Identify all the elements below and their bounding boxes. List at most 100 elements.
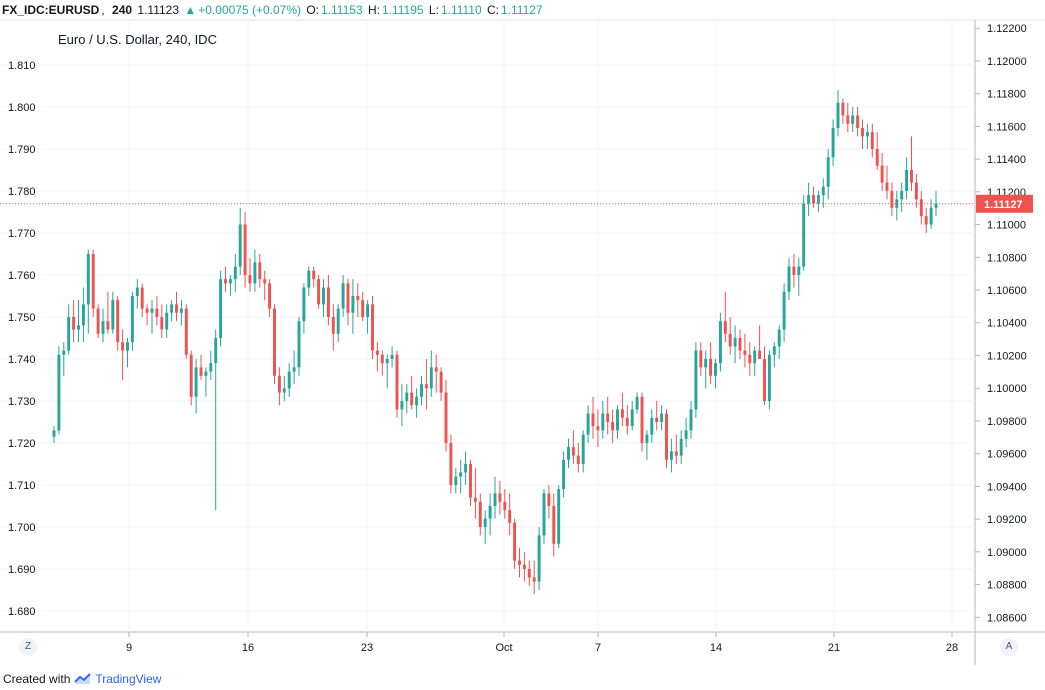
- candle-body: [880, 165, 884, 183]
- candle: [194, 358, 198, 414]
- right-axis-tick-label: 1.09600: [987, 449, 1027, 461]
- candle-body: [111, 300, 115, 330]
- candle: [170, 300, 174, 322]
- candle-body: [273, 308, 276, 376]
- candle: [160, 304, 164, 338]
- interval-label[interactable]: 240: [112, 3, 133, 17]
- candle-body: [797, 266, 801, 275]
- candle-body: [410, 392, 414, 406]
- candle: [787, 258, 791, 301]
- candle: [454, 468, 458, 494]
- right-axis-tick-label: 1.10400: [987, 318, 1027, 330]
- candle-body: [576, 455, 580, 464]
- candle: [816, 190, 820, 212]
- candle: [317, 274, 321, 309]
- candle: [135, 279, 139, 309]
- zoom-reset-button[interactable]: Z: [19, 638, 37, 656]
- candle-body: [728, 333, 732, 347]
- candle-body: [209, 363, 213, 372]
- candle-body: [527, 568, 531, 578]
- candle: [469, 459, 472, 506]
- tradingview-link[interactable]: TradingView: [74, 668, 161, 690]
- current-price-label: 1.11127: [984, 199, 1023, 211]
- candle: [890, 182, 894, 217]
- current-price-marker: 1.11127: [976, 194, 1033, 213]
- symbol-comma: ,: [101, 3, 105, 17]
- candle-body: [469, 463, 472, 498]
- candle-body: [459, 472, 463, 477]
- candle-body: [802, 203, 806, 267]
- candle: [870, 123, 874, 158]
- candle: [772, 342, 776, 368]
- candle: [434, 354, 438, 393]
- candle: [375, 342, 379, 372]
- candle: [273, 304, 276, 385]
- candle-body: [317, 279, 321, 305]
- candle: [346, 279, 350, 326]
- right-price-axis[interactable]: 1.08600 1.08800 1.09000 1.09200 1.09400 1.096…: [975, 23, 1033, 624]
- candle: [929, 199, 933, 229]
- time-axis[interactable]: 9 16 23 Oct 7 14 21 28: [126, 632, 958, 654]
- candle: [400, 384, 404, 427]
- candle-body: [189, 354, 193, 397]
- candle: [684, 417, 688, 448]
- candle-body: [429, 367, 433, 389]
- candle-body: [121, 342, 125, 351]
- candle: [665, 409, 668, 469]
- open-value: 1.11153: [321, 3, 363, 17]
- candle: [199, 354, 203, 380]
- candle-body: [630, 409, 634, 427]
- candle: [733, 325, 737, 364]
- candle: [557, 484, 561, 548]
- candle: [571, 430, 575, 464]
- candle-body: [684, 430, 688, 439]
- right-axis-tick-label: 1.08600: [987, 612, 1027, 624]
- candle: [405, 384, 409, 414]
- candle-body: [503, 501, 507, 511]
- candle-body: [900, 190, 904, 200]
- candle: [57, 346, 61, 435]
- candle-body: [856, 115, 860, 128]
- time-axis-tick-label: 23: [361, 642, 373, 654]
- left-axis-tick-label: 1.690: [8, 564, 36, 576]
- candle: [753, 346, 757, 376]
- candle: [562, 451, 566, 498]
- candle-body: [175, 304, 178, 313]
- low-value: 1.11110: [440, 3, 482, 17]
- candle: [552, 493, 556, 557]
- candle-body: [714, 363, 717, 376]
- candle-body: [420, 384, 423, 397]
- candle-body: [224, 279, 227, 284]
- candle: [498, 480, 502, 515]
- candle: [748, 342, 752, 376]
- candle: [875, 132, 879, 170]
- candle-body: [905, 169, 909, 191]
- candle: [366, 300, 370, 334]
- candle-body: [763, 358, 766, 401]
- candle-body: [861, 127, 864, 137]
- candle-body: [385, 358, 389, 364]
- candle-body: [738, 337, 742, 351]
- candle-body: [405, 392, 409, 401]
- candle: [767, 350, 771, 410]
- candle: [743, 333, 747, 368]
- right-axis-tick-label: 1.11800: [987, 89, 1026, 101]
- candle-body: [331, 316, 335, 334]
- candle: [655, 400, 659, 431]
- candle-body: [679, 438, 683, 456]
- symbol-name[interactable]: FX_IDC:EURUSD: [2, 3, 100, 17]
- candle: [513, 518, 517, 569]
- candle-body: [875, 148, 879, 166]
- candlestick-chart[interactable]: 1.680 1.690 1.700 1.710 1.720 1.730 1.740 1.750…: [0, 0, 1045, 665]
- left-axis-tick-label: 1.790: [8, 144, 36, 156]
- candle: [635, 392, 639, 414]
- left-axis-tick-label: 1.750: [8, 312, 36, 324]
- candle: [243, 211, 247, 288]
- candle: [709, 342, 713, 385]
- candle: [782, 283, 786, 343]
- candle-body: [346, 283, 350, 313]
- candle-body: [81, 304, 85, 326]
- auto-scale-button[interactable]: A: [1000, 638, 1018, 656]
- left-axis-tick-label: 1.710: [8, 480, 36, 492]
- left-axis-tick-label: 1.780: [8, 186, 36, 198]
